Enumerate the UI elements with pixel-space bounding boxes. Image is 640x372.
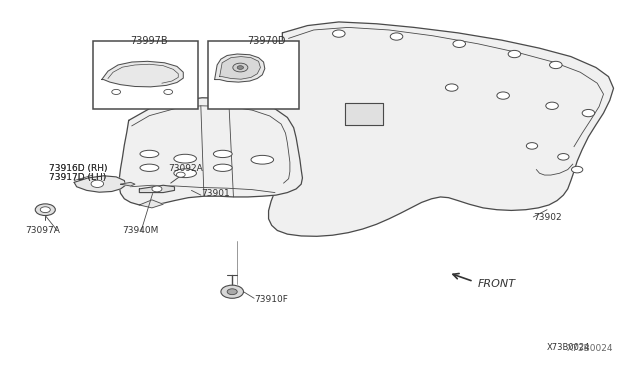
Text: 73940M: 73940M [122,226,159,235]
Polygon shape [119,98,303,205]
Polygon shape [220,57,260,79]
Text: X73B0024: X73B0024 [547,343,589,352]
Polygon shape [140,200,163,208]
Circle shape [497,92,509,99]
Ellipse shape [140,150,159,158]
Text: 73092A: 73092A [168,164,203,173]
Circle shape [333,30,345,37]
Text: 73902: 73902 [533,214,562,222]
Circle shape [233,63,248,72]
Text: 73097A: 73097A [25,226,60,235]
Circle shape [390,33,403,40]
Circle shape [112,89,120,94]
Polygon shape [214,54,265,82]
Polygon shape [140,185,175,193]
Text: X73B0024: X73B0024 [567,344,614,353]
Circle shape [550,61,562,68]
Circle shape [91,180,104,187]
Polygon shape [102,61,183,87]
Circle shape [35,204,55,215]
Ellipse shape [174,169,196,177]
Circle shape [177,172,185,177]
Circle shape [572,166,583,173]
Ellipse shape [213,150,232,158]
Text: FRONT: FRONT [478,279,516,289]
Text: 73970D: 73970D [248,36,286,46]
Text: 73910F: 73910F [254,295,288,304]
Circle shape [40,207,51,213]
Polygon shape [345,103,383,125]
Ellipse shape [140,164,159,171]
Bar [209,41,300,109]
Ellipse shape [251,155,273,164]
Circle shape [152,186,162,192]
Polygon shape [269,22,614,236]
Bar [93,41,198,109]
Text: 73901: 73901 [201,189,230,198]
Circle shape [164,89,173,94]
Circle shape [582,109,595,117]
Ellipse shape [174,154,196,163]
Polygon shape [120,182,135,186]
Circle shape [221,285,243,298]
Circle shape [445,84,458,91]
Circle shape [453,40,465,48]
Polygon shape [74,176,125,192]
Circle shape [546,102,558,109]
Circle shape [557,154,569,160]
Circle shape [237,66,243,69]
Text: 73997B: 73997B [131,36,168,46]
Circle shape [227,289,237,295]
Circle shape [526,142,538,149]
Text: 73916D (RH): 73916D (RH) [49,164,108,173]
Circle shape [508,50,521,58]
Text: 73917D (LH): 73917D (LH) [49,173,106,182]
Text: 73916D (RH): 73916D (RH) [49,164,108,173]
Ellipse shape [213,164,232,171]
Text: 73917D (LH): 73917D (LH) [49,173,106,182]
